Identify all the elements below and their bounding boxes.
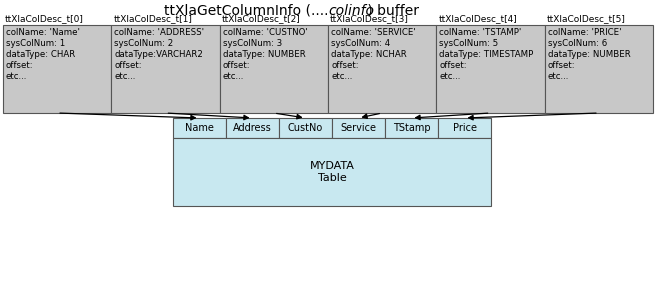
Text: ttXlaColDesc_t[4]: ttXlaColDesc_t[4] — [438, 14, 517, 23]
Text: colName: 'PRICE'
sysColNum: 6
dataType: NUMBER
offset:
etc...: colName: 'PRICE' sysColNum: 6 dataType: … — [548, 28, 630, 81]
Text: colName: 'TSTAMP'
sysColNum: 5
dataType: TIMESTAMP
offset:
etc...: colName: 'TSTAMP' sysColNum: 5 dataType:… — [440, 28, 533, 81]
Text: Price: Price — [453, 123, 476, 133]
Text: colName: 'Name'
sysColNum: 1
dataType: CHAR
offset:
etc...: colName: 'Name' sysColNum: 1 dataType: C… — [6, 28, 80, 81]
Text: ttXlaGetColumnInfo (....: ttXlaGetColumnInfo (.... — [163, 4, 328, 18]
Bar — [436, 25, 544, 113]
Text: MYDATA
Table: MYDATA Table — [310, 161, 354, 183]
Text: colName: 'ADDRESS'
sysColNum: 2
dataType:VARCHAR2
offset:
etc...: colName: 'ADDRESS' sysColNum: 2 dataType… — [114, 28, 205, 81]
Bar — [173, 138, 491, 206]
Text: colinfo: colinfo — [328, 4, 374, 18]
Text: TStamp: TStamp — [393, 123, 430, 133]
Bar — [328, 25, 436, 113]
Text: ttXlaColDesc_t[5]: ttXlaColDesc_t[5] — [546, 14, 626, 23]
Bar — [385, 118, 438, 138]
Bar — [438, 118, 491, 138]
Text: ttXlaColDesc_t[1]: ttXlaColDesc_t[1] — [113, 14, 192, 23]
Bar — [220, 25, 328, 113]
Text: colName: 'SERVICE'
sysColNum: 4
dataType: NCHAR
offset:
etc...: colName: 'SERVICE' sysColNum: 4 dataType… — [331, 28, 416, 81]
Bar — [3, 25, 112, 113]
Text: Service: Service — [340, 123, 377, 133]
Bar — [279, 118, 332, 138]
Bar — [112, 25, 220, 113]
Bar — [226, 118, 279, 138]
Text: ) buffer: ) buffer — [363, 4, 419, 18]
Text: ttXlaColDesc_t[3]: ttXlaColDesc_t[3] — [330, 14, 409, 23]
Bar — [332, 118, 385, 138]
Text: colName: 'CUSTNO'
sysColNum: 3
dataType: NUMBER
offset:
etc...: colName: 'CUSTNO' sysColNum: 3 dataType:… — [222, 28, 308, 81]
Text: CustNo: CustNo — [288, 123, 323, 133]
Bar — [173, 118, 226, 138]
Text: Name: Name — [185, 123, 214, 133]
Bar — [544, 25, 653, 113]
Text: ttXlaColDesc_t[0]: ttXlaColDesc_t[0] — [5, 14, 84, 23]
Text: ttXlaColDesc_t[2]: ttXlaColDesc_t[2] — [222, 14, 300, 23]
Text: Address: Address — [233, 123, 272, 133]
